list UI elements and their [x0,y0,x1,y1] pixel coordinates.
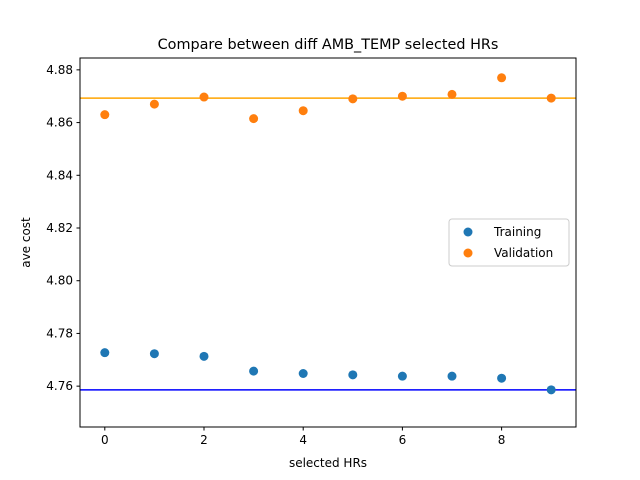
point-validation-8 [497,73,507,83]
point-training-6 [397,371,407,381]
legend-marker-training [463,227,473,237]
reference-lines [80,97,576,391]
y-tick-label: 4.84 [46,168,73,182]
y-tick-label: 4.80 [46,274,73,288]
point-validation-5 [348,94,358,104]
y-tick-label: 4.88 [46,63,73,77]
point-training-1 [149,349,159,359]
y-tick-label: 4.78 [46,326,73,340]
y-axis-label: ave cost [19,217,33,268]
point-training-4 [298,368,308,378]
x-axis-ticks: 0 2 4 6 8 [101,427,505,447]
y-tick-label: 4.86 [46,116,73,130]
point-validation-9 [546,93,556,103]
point-training-2 [199,351,209,361]
x-tick-label: 4 [299,433,307,447]
y-tick-label: 4.76 [46,379,73,393]
x-tick-label: 6 [399,433,407,447]
legend-marker-validation [463,248,473,258]
point-training-9 [546,385,556,395]
x-tick-label: 8 [498,433,506,447]
point-training-0 [100,348,110,358]
chart-title: Compare between diff AMB_TEMP selected H… [158,37,499,53]
point-validation-6 [397,91,407,101]
point-validation-1 [149,99,159,109]
point-validation-7 [447,89,457,99]
point-validation-2 [199,92,209,102]
x-tick-label: 0 [101,433,109,447]
legend-label-training: Training [493,225,541,239]
point-validation-4 [298,106,308,116]
x-axis-label: selected HRs [289,456,367,470]
legend: Training Validation [448,218,570,267]
y-tick-label: 4.82 [46,221,73,235]
point-validation-0 [100,110,110,120]
point-training-5 [348,370,358,380]
y-axis-ticks: 4.76 4.78 4.80 4.82 4.84 4.86 4.88 [46,63,80,393]
data-points [100,73,556,395]
legend-frame [448,218,570,267]
point-training-7 [447,371,457,381]
point-training-8 [497,373,507,383]
point-training-3 [249,366,259,376]
plot-frame [79,57,577,428]
legend-label-validation: Validation [494,246,553,260]
point-validation-3 [249,114,259,124]
x-tick-label: 2 [200,433,208,447]
